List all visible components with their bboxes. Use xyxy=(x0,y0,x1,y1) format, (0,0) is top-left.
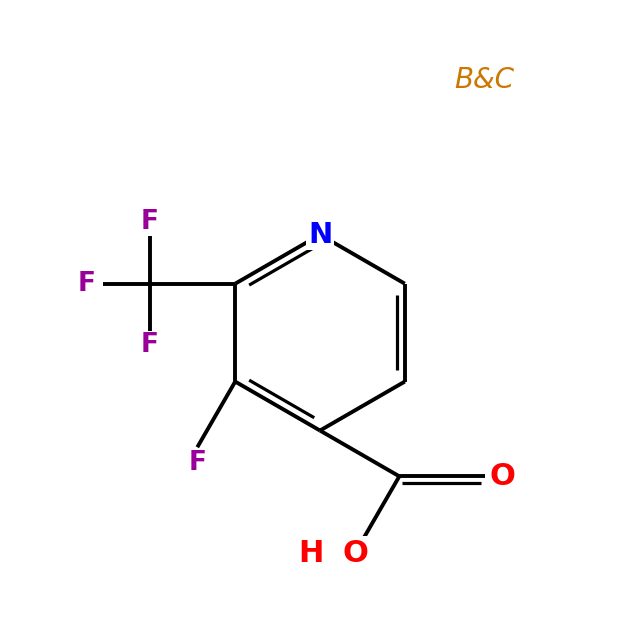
Text: F: F xyxy=(141,209,159,236)
Text: F: F xyxy=(188,450,206,476)
Text: O: O xyxy=(342,539,369,568)
Text: F: F xyxy=(141,332,159,358)
Text: F: F xyxy=(78,271,96,297)
Text: H: H xyxy=(298,539,324,568)
Text: N: N xyxy=(308,221,332,249)
Text: B&C: B&C xyxy=(454,66,514,94)
Text: O: O xyxy=(490,462,515,491)
